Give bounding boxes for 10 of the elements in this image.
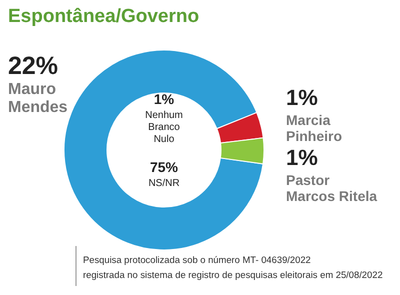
data-label: 1% — [286, 85, 318, 110]
slice-label: Marcia Pinheiro — [286, 112, 342, 144]
data-label: 22% — [8, 52, 58, 80]
text: 1% Nenhum Branco Nulo — [145, 91, 183, 145]
text: Pesquisa protocolizada sob o número MT- 04639/2022 registrada no sistema de registro de pesquisas eleitorais em 25/08/2022 — [83, 254, 383, 280]
slice-label: Mauro Mendes — [8, 81, 68, 116]
slice-label: Pastor Marcos Ritela — [286, 172, 378, 204]
data-label: 1% — [286, 145, 318, 170]
text: 75% NS/NR — [148, 159, 180, 189]
chart-title: Espontânea/Governo — [8, 6, 200, 27]
